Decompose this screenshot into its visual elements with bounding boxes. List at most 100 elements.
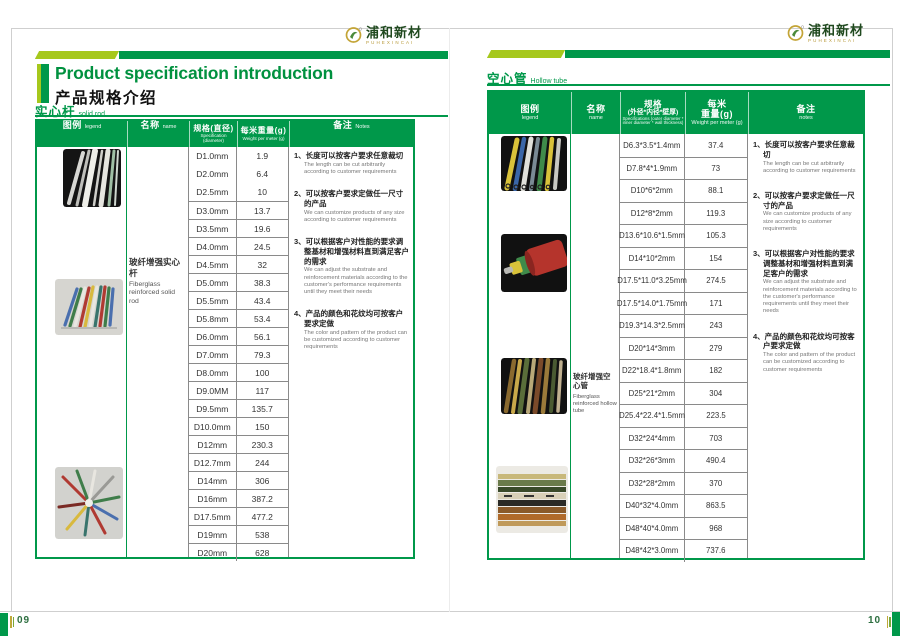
table-row: D4.0mm 24.5	[189, 237, 288, 255]
weight-cell: 182	[709, 366, 723, 376]
note-text-en: We can adjust the substrate and reinforc…	[763, 279, 857, 315]
spec-cell: D22*18.4*1.8mm	[620, 360, 685, 382]
spec-cell: D1.0mm	[189, 147, 237, 165]
footer-tick	[889, 617, 891, 627]
note-text-zh: 2、可以按客户要求定做任一尺寸的产品	[294, 189, 404, 208]
table-row: D48*42*3.0mm 737.6	[620, 539, 747, 562]
decor-bar-green	[119, 51, 448, 59]
brand-logo-icon	[787, 25, 805, 41]
header-notes: 备注 notes	[748, 92, 863, 134]
spec-cell: D12*8*2mm	[620, 202, 685, 224]
note-item: 3、可以根据客户对性能的要求调整基材和增强材料直到满足客户的需求 We can …	[753, 249, 860, 315]
table-row: D3.5mm 19.6	[189, 219, 288, 237]
notes-column: 1、长度可以按客户要求任意裁切 The length can be cut ar…	[748, 134, 863, 558]
spec-cell: D40*32*4.0mm	[620, 495, 685, 517]
weight-cell: 538	[255, 529, 270, 540]
weight-cell: 370	[709, 478, 723, 488]
table-row: D3.0mm 13.7	[189, 201, 288, 219]
table-row: D17.5mm 477.2	[189, 507, 288, 525]
header-legend: 图例 legend	[520, 104, 540, 121]
header-spec: 规格(直径) Specification (diameter)	[189, 121, 237, 147]
table-row: D9.5mm 135.7	[189, 399, 288, 417]
weight-cell: 477.2	[251, 511, 273, 522]
table-row: D1.0mm 1.9	[189, 147, 288, 165]
brand-logo-icon	[345, 27, 363, 43]
header-weight: 每米重量(g) Weight per meter (g)	[237, 121, 289, 147]
table-row: D17.5*11.0*3.25mm 274.5	[617, 269, 747, 292]
page-number-right: 10	[868, 615, 882, 626]
product-name-en: Fiberglass reinforced solid rod	[129, 281, 176, 305]
weight-cell: 244	[255, 457, 270, 468]
header-legend: 图例 legend	[62, 120, 102, 130]
product-name-cell: 玻纤增强实心杆 Fiberglass reinforced solid rod	[127, 147, 189, 557]
note-item: 4、产品的颜色和花纹均可按客户要求定做 The color and patter…	[294, 309, 410, 351]
weight-cell: 79.3	[253, 349, 271, 360]
solid-rod-table: 图例 legend 名称 name 规格(直径) Specification (…	[35, 119, 415, 561]
legend-photo-wood-pattern-tubes	[501, 358, 567, 414]
weight-cell: 150	[255, 421, 270, 432]
weight-cell: 306	[255, 475, 270, 486]
spec-cell: D32*26*3mm	[620, 450, 685, 472]
spec-cell: D9.0MM	[189, 382, 237, 399]
spec-cell: D4.5mm	[189, 256, 237, 273]
weight-cell: 38.3	[253, 277, 271, 288]
table-row: D9.0MM 117	[189, 381, 288, 399]
spec-cell: D13.6*10.6*1.5mm	[619, 225, 685, 247]
spec-cell: D48*40*4.0mm	[620, 517, 685, 539]
weight-cell: 119.3	[706, 208, 726, 218]
weight-cell: 274.5	[706, 276, 726, 286]
weight-cell: 737.6	[705, 546, 726, 556]
decor-bar-lime	[35, 51, 120, 59]
weight-cell: 10	[257, 187, 267, 197]
note-text-zh: 3、可以根据客户对性能的要求调整基材和增强材料直到满足客户的需求	[753, 249, 855, 278]
section-label-hollow-tube: 空心管 Hollow tube	[487, 68, 567, 88]
spec-cell: D10*6*2mm	[620, 180, 685, 202]
header-name: 名称 name	[127, 120, 189, 147]
spec-cell: D25.4*22.4*1.5mm	[619, 405, 685, 427]
decor-bar	[35, 51, 448, 59]
table-row: D20*14*3mm 279	[620, 336, 747, 359]
table-row: D32*26*3mm 490.4	[620, 449, 747, 472]
spec-cell: D20mm	[189, 544, 237, 561]
table-row: D17.5*14.0*1.75mm 171	[617, 291, 747, 314]
weight-cell: 304	[709, 388, 723, 398]
note-text-zh: 4、产品的颜色和花纹均可按客户要求定做	[753, 331, 855, 351]
weight-cell: 171	[709, 298, 723, 308]
note-text-en: We can adjust the substrate and reinforc…	[304, 267, 408, 296]
table-header: 图例 legend 名称 name 规格 (外径*内径*壁厚) Specific…	[489, 92, 863, 134]
brand-name-en: PUHEXINCAI	[808, 38, 857, 43]
spec-cell: D25*21*2mm	[620, 382, 685, 404]
table-row: D32*28*2mm 370	[620, 471, 747, 494]
table-row: D40*32*4.0mm 863.5	[620, 494, 747, 517]
brand-name: 浦和新材	[808, 23, 865, 38]
weight-cell: 1.9	[256, 151, 269, 161]
legend-column	[489, 134, 571, 558]
table-row: D8.0mm 100	[189, 363, 288, 381]
spec-cell: D20*14*3mm	[620, 337, 685, 359]
solid-rod-rows: D1.0mm 1.9 D2.0mm 6.4 D2.5mm 10 D3.0mm 1…	[189, 147, 289, 561]
table-row: D12.7mm 244	[189, 453, 288, 471]
spec-cell: D8.0mm	[189, 364, 237, 381]
spec-cell: D12mm	[189, 436, 237, 453]
table-row: D6.3*3.5*1.4mm 37.4	[620, 134, 747, 157]
note-item: 2、可以按客户要求定做任一尺寸的产品 We can customize prod…	[753, 191, 860, 233]
header-name: 名称 name	[571, 92, 620, 134]
note-text-zh: 1、长度可以按客户要求任意裁切	[294, 151, 404, 160]
spec-cell: D17.5*11.0*3.25mm	[617, 270, 687, 292]
footer-tick	[12, 617, 14, 627]
decor-bar-lime	[487, 50, 566, 58]
spec-cell: D10.0mm	[189, 418, 237, 435]
spec-cell: D6.3*3.5*1.4mm	[620, 134, 685, 157]
section-underline	[487, 84, 890, 86]
note-item: 3、可以根据客户对性能的要求调整基材和增强材料直到满足客户的需求 We can …	[294, 237, 410, 296]
table-row: D14*10*2mm 154	[620, 246, 747, 269]
weight-cell: 53.4	[253, 313, 271, 324]
legend-photo-horizontal-tubes	[496, 466, 568, 533]
legend-column	[37, 147, 127, 557]
weight-cell: 628	[255, 547, 270, 558]
spec-cell: D4.0mm	[189, 238, 237, 255]
table-row: D48*40*4.0mm 968	[620, 516, 747, 539]
weight-cell: 703	[709, 433, 723, 443]
table-row: D19mm 538	[189, 525, 288, 543]
weight-cell: 37.4	[708, 140, 724, 150]
